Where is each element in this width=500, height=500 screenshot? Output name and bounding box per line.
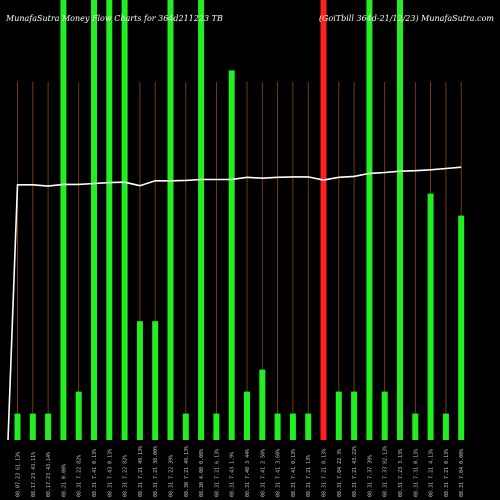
price-line-layer <box>7 166 462 441</box>
money-flow-bar <box>412 413 419 440</box>
money-flow-bar <box>136 321 143 440</box>
money-flow-bar <box>91 0 97 440</box>
x-tick-label: 08.31 7.43 0.13% <box>107 449 113 497</box>
x-tick-label: 08.21 0.00% <box>61 464 67 497</box>
money-flow-bar <box>60 0 67 440</box>
money-flow-bar <box>320 0 327 440</box>
x-tick-label: 08.31 7.21 38.00% <box>153 446 159 497</box>
x-tick-label: 08.31 7.23 3.13% <box>398 449 404 497</box>
x-tick-label: 08.31 7.22 82% <box>123 455 129 497</box>
x-tick-label: 08.31 7.04 22 3% <box>337 449 343 497</box>
x-tick-label: 08.31 7.33 82.13% <box>383 446 389 497</box>
money-flow-bar <box>259 369 266 440</box>
money-flow-bar <box>14 413 21 440</box>
x-tick-label: 08.31 7.41 3.60% <box>276 449 282 497</box>
price-line <box>7 166 462 441</box>
x-tick-label: 08.31 7.21 4.13% <box>429 449 435 497</box>
money-flow-bar <box>442 413 449 440</box>
money-flow-bar <box>381 391 388 440</box>
money-flow-bar <box>152 321 159 440</box>
x-tick-label: 08.17.23 43.14% <box>46 452 52 497</box>
money-flow-bar <box>198 0 205 440</box>
money-flow-bar <box>305 413 312 440</box>
chart-title-left: MunafaSutra Money Flow Charts for 364d21… <box>5 14 223 23</box>
money-flow-bar <box>121 0 128 440</box>
x-tick-label: 08.30 7.21 49.13% <box>184 446 190 497</box>
x-tick-label: 08.31 7.41 2 50% <box>260 449 266 497</box>
money-flow-bar <box>244 391 250 440</box>
x-tick-label: 08.31 7.31 0.13% <box>413 449 419 497</box>
money-flow-bar <box>45 413 52 440</box>
x-tick-label: 08.31 7.43 1.9% <box>230 452 236 497</box>
x-tick-label: 08.31 7.21 6.13% <box>214 449 220 497</box>
money-flow-bar <box>182 413 189 440</box>
x-tick-label: 08.31 7.21 13% <box>306 455 312 497</box>
money-flow-bar <box>366 0 373 440</box>
x-tick-label: 08.31 7.40 3 44% <box>245 449 251 497</box>
x-tick-label: 08.31 7.22 82% <box>77 455 83 497</box>
money-flow-bar <box>274 413 281 440</box>
money-flow-bar <box>397 0 403 440</box>
x-tick-labels: 08.07.23 61.13% 08.17.23 43.11% 08.17.23 4… <box>16 446 466 497</box>
x-tick-label: 08.31 7.37 39% <box>367 455 373 497</box>
money-flow-bar <box>458 215 465 440</box>
money-flow-bar <box>75 391 82 440</box>
money-flow-bar <box>351 391 358 440</box>
x-tick-label: 08.31 7.21 0.13% <box>322 449 328 497</box>
money-flow-bar <box>29 413 36 440</box>
money-flow-bar <box>167 0 174 440</box>
x-tick-label: 08.31 7.22 39% <box>169 455 175 497</box>
money-flow-bar <box>427 193 434 440</box>
money-flow-bar <box>228 70 235 441</box>
x-tick-label: 08.30 4.00 0.00% <box>199 449 205 497</box>
x-tick-label: 08.31 7.21 0.13% <box>444 449 450 497</box>
money-flow-bar <box>335 391 342 440</box>
bar-layer <box>14 0 465 441</box>
x-tick-label: 08.31 7.41 0.13% <box>291 449 297 497</box>
x-tick-label: 08.31 7.21 43.22% <box>352 446 358 497</box>
money-flow-bar <box>289 413 296 440</box>
x-tick-label: 08.17.23 43.11% <box>31 452 37 497</box>
x-tick-label: 08.31 7.21 49.13% <box>138 446 144 497</box>
x-tick-label: 08.31 7.41 0.13% <box>92 449 98 497</box>
x-tick-label: 08.07.23 61.13% <box>16 452 22 497</box>
money-flow-bar <box>213 413 220 440</box>
money-flow-bar <box>106 0 113 440</box>
chart-title-right: (GoiTbill 364d-21/12/23) MunafaSutra.com <box>319 14 495 23</box>
x-tick-label: 08.31 7.04 0.00% <box>459 449 465 497</box>
